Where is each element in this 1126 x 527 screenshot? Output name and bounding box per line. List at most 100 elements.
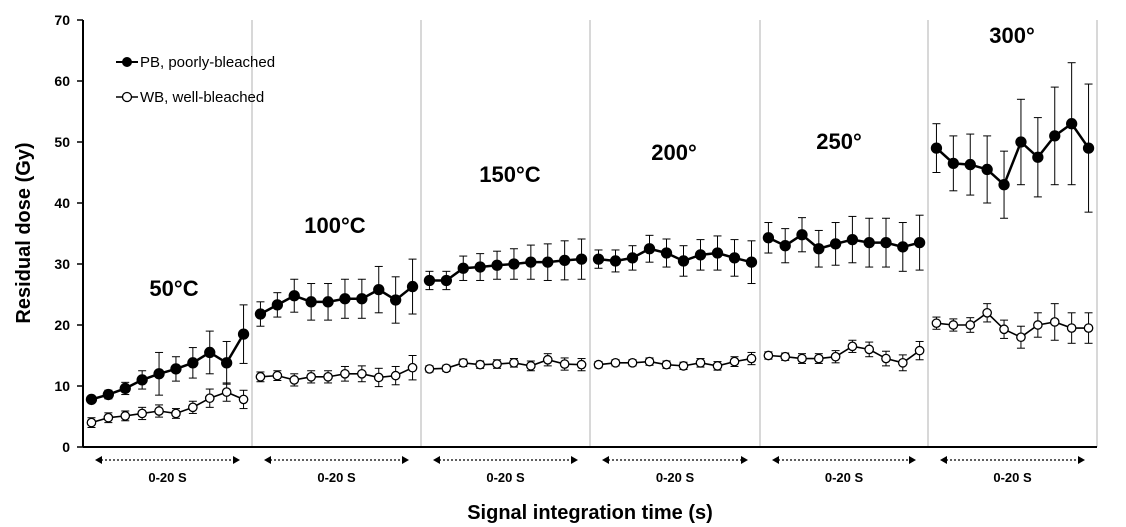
series-line	[598, 357, 752, 367]
wb-point	[289, 375, 300, 385]
pb-point	[779, 240, 791, 252]
pb-point	[998, 179, 1010, 191]
wb-point	[323, 371, 333, 382]
pb-point	[964, 158, 976, 171]
panel-label-5: 250°	[816, 129, 862, 154]
pb-point	[947, 157, 959, 170]
panel-label-2: 100°C	[304, 213, 366, 238]
wb-point	[1016, 332, 1026, 343]
pb-point	[170, 363, 182, 375]
legend-pb-label: PB, poorly-bleached	[140, 54, 275, 71]
range-label: 0-20 S	[825, 470, 864, 485]
range-arrow-4: 0-20 S	[602, 456, 748, 485]
range-arrowhead-right	[741, 456, 748, 464]
wb-point	[931, 318, 942, 329]
y-tick-label: 60	[54, 73, 70, 89]
pb-point	[846, 233, 859, 246]
wb-point	[86, 417, 97, 428]
range-arrowhead-left	[602, 456, 609, 464]
series-line	[259, 285, 414, 316]
pb-point	[745, 256, 758, 268]
series-line	[429, 257, 582, 282]
wb-point	[238, 394, 249, 405]
pb-point	[322, 296, 334, 308]
y-tick-label: 40	[54, 195, 70, 211]
series-line	[768, 345, 921, 364]
range-label: 0-20 S	[656, 470, 695, 485]
pb-point	[271, 299, 284, 311]
pb-point	[863, 236, 875, 249]
pb-point	[406, 280, 419, 293]
pb-point	[288, 290, 300, 302]
pb-series-5	[762, 214, 926, 272]
wb-point	[542, 354, 553, 365]
wb-point	[661, 359, 672, 370]
legend-wb-marker	[121, 91, 133, 103]
wb-point	[356, 368, 367, 379]
range-arrow-6: 0-20 S	[940, 456, 1085, 485]
wb-point	[204, 393, 215, 404]
pb-point	[237, 328, 250, 340]
y-axis-title: Residual dose (Gy)	[13, 142, 35, 323]
wb-point	[593, 359, 604, 370]
wb-point	[407, 362, 418, 373]
wb-point	[864, 344, 875, 355]
pb-point	[930, 142, 943, 154]
wb-series-4	[593, 351, 757, 371]
range-arrow-2: 0-20 S	[264, 456, 409, 485]
pb-point	[508, 258, 520, 270]
wb-point	[458, 357, 469, 368]
wb-point	[847, 341, 858, 352]
legend-pb-marker	[122, 57, 132, 67]
wb-point	[1083, 323, 1094, 333]
pb-point	[829, 238, 842, 250]
panel-label-4: 200°	[651, 140, 697, 165]
y-tick-label: 70	[54, 12, 70, 28]
pb-point	[119, 382, 131, 395]
wb-series-6	[931, 303, 1094, 349]
series-line	[767, 233, 920, 251]
x-axis-title: Signal integration time (s)	[467, 502, 713, 524]
pb-point	[1066, 118, 1078, 130]
pb-series-1	[85, 304, 250, 406]
y-tick-label: 10	[54, 378, 70, 394]
wb-point	[373, 372, 384, 383]
pb-point	[187, 357, 199, 369]
pb-point	[339, 293, 351, 305]
wb-series-1	[86, 382, 249, 428]
pb-point	[389, 294, 402, 306]
pb-point	[305, 296, 317, 308]
pb-point	[575, 253, 588, 265]
pb-point	[796, 229, 808, 241]
series-line	[260, 366, 413, 381]
wb-point	[492, 359, 502, 369]
series-line	[598, 247, 752, 264]
wb-point	[999, 324, 1009, 335]
pb-point	[762, 232, 775, 244]
wb-point	[424, 364, 435, 374]
pb-point	[423, 274, 436, 287]
wb-point	[729, 356, 740, 367]
wb-point	[897, 357, 908, 368]
pb-point	[592, 253, 605, 265]
range-label: 0-20 S	[993, 470, 1032, 485]
pb-point	[491, 259, 503, 271]
y-tick-label: 50	[54, 134, 70, 150]
wb-point	[340, 368, 350, 379]
series-line	[91, 333, 245, 401]
legend: PB, poorly-bleached WB, well-bleached	[116, 54, 275, 106]
wb-point	[221, 387, 232, 397]
pb-point	[609, 255, 622, 267]
wb-point	[881, 353, 891, 364]
legend-wb-label: WB, well-bleached	[140, 89, 264, 106]
range-arrowhead-left	[264, 456, 271, 464]
wb-point	[1066, 323, 1077, 333]
pb-point	[102, 388, 114, 401]
range-arrowhead-right	[571, 456, 578, 464]
series	[85, 62, 1095, 428]
pb-point	[897, 241, 909, 253]
y-ticks: 0 10 20 30 40 50 60 70	[54, 12, 83, 455]
range-arrowhead-right	[909, 456, 916, 464]
pb-point	[85, 393, 98, 406]
